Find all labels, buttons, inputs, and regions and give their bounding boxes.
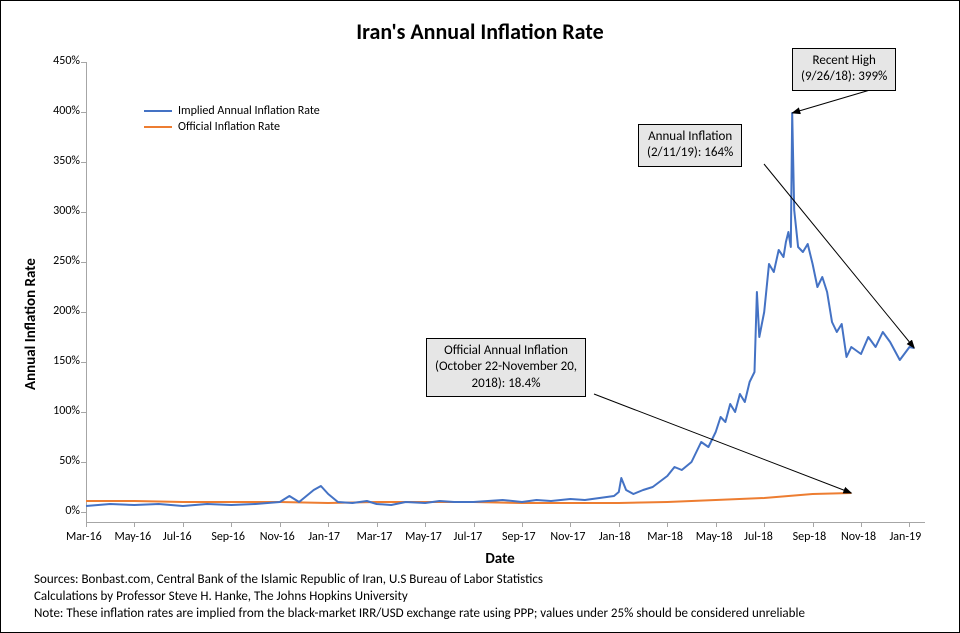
x-tick-label: May-18	[696, 530, 733, 544]
x-tick-mark	[619, 522, 620, 527]
x-tick-mark	[861, 522, 862, 527]
x-tick-mark	[570, 522, 571, 527]
y-tick-label: 150%	[40, 354, 80, 368]
x-tick-label: Jan-19	[889, 530, 921, 544]
x-tick-label: Sep-18	[793, 530, 827, 544]
x-tick-label: Mar-16	[66, 530, 102, 544]
legend-item: Official Inflation Rate	[144, 120, 320, 134]
source-line: Calculations by Professor Steve H. Hanke…	[34, 589, 805, 606]
x-tick-mark	[377, 522, 378, 527]
x-tick-mark	[764, 522, 765, 527]
legend-line	[144, 126, 172, 128]
y-axis-label: Annual Inflation Rate	[22, 258, 40, 390]
x-tick-label: Mar-18	[647, 530, 683, 544]
x-tick-mark	[183, 522, 184, 527]
legend-item: Implied Annual Inflation Rate	[144, 104, 320, 118]
callout-line: Official Annual Inflation	[435, 343, 577, 359]
chart-title: Iran's Annual Inflation Rate	[0, 18, 960, 45]
y-tick-label: 350%	[40, 154, 80, 168]
x-tick-label: Nov-17	[550, 530, 585, 544]
legend-label: Implied Annual Inflation Rate	[178, 104, 320, 118]
y-tick-mark	[81, 312, 86, 313]
x-tick-mark	[134, 522, 135, 527]
y-tick-label: 400%	[40, 104, 80, 118]
x-tick-mark	[280, 522, 281, 527]
callout-annual: Annual Inflation(2/11/19): 164%	[638, 124, 742, 167]
callout-official: Official Annual Inflation(October 22-Nov…	[426, 338, 586, 397]
callout-line: Annual Inflation	[647, 129, 733, 145]
y-tick-label: 0%	[40, 504, 80, 518]
y-tick-mark	[81, 112, 86, 113]
y-tick-mark	[81, 162, 86, 163]
y-tick-mark	[81, 212, 86, 213]
x-tick-label: Jul-17	[454, 530, 483, 544]
callout-line: 2018): 18.4%	[435, 376, 577, 392]
callout-line: (October 22-November 20,	[435, 359, 577, 375]
callout-high: Recent High(9/26/18): 399%	[792, 48, 896, 91]
x-tick-label: Sep-17	[502, 530, 536, 544]
y-tick-label: 450%	[40, 54, 80, 68]
x-tick-label: Jul-16	[163, 530, 192, 544]
legend-line	[144, 110, 172, 112]
x-tick-label: Jan-17	[308, 530, 340, 544]
y-tick-mark	[81, 362, 86, 363]
x-tick-label: Mar-17	[357, 530, 393, 544]
source-line: Note: These inflation rates are implied …	[34, 606, 805, 623]
x-tick-mark	[425, 522, 426, 527]
legend: Implied Annual Inflation Rate Official In…	[144, 104, 320, 136]
legend-label: Official Inflation Rate	[178, 120, 280, 134]
y-tick-label: 200%	[40, 304, 80, 318]
x-tick-label: May-16	[114, 530, 151, 544]
x-tick-mark	[328, 522, 329, 527]
callout-line: (9/26/18): 399%	[801, 69, 887, 85]
y-tick-label: 50%	[40, 454, 80, 468]
y-tick-mark	[81, 512, 86, 513]
y-tick-mark	[81, 62, 86, 63]
x-tick-mark	[667, 522, 668, 527]
x-tick-mark	[231, 522, 232, 527]
x-tick-label: Nov-18	[841, 530, 876, 544]
x-tick-mark	[716, 522, 717, 527]
y-tick-label: 300%	[40, 204, 80, 218]
x-tick-mark	[909, 522, 910, 527]
x-tick-label: Jul-18	[744, 530, 773, 544]
y-tick-label: 250%	[40, 254, 80, 268]
x-tick-mark	[813, 522, 814, 527]
x-axis-label: Date	[460, 550, 540, 568]
x-tick-label: Jan-18	[599, 530, 631, 544]
x-tick-label: Nov-16	[260, 530, 295, 544]
callout-line: Recent High	[801, 53, 887, 69]
y-tick-mark	[81, 412, 86, 413]
y-tick-mark	[81, 262, 86, 263]
x-tick-mark	[474, 522, 475, 527]
x-tick-mark	[522, 522, 523, 527]
x-tick-label: Sep-16	[211, 530, 245, 544]
source-line: Sources: Bonbast.com, Central Bank of th…	[34, 572, 805, 589]
y-tick-label: 100%	[40, 404, 80, 418]
x-tick-label: May-17	[405, 530, 442, 544]
callout-line: (2/11/19): 164%	[647, 145, 733, 161]
x-tick-mark	[86, 522, 87, 527]
y-tick-mark	[81, 462, 86, 463]
sources-text: Sources: Bonbast.com, Central Bank of th…	[34, 572, 805, 623]
